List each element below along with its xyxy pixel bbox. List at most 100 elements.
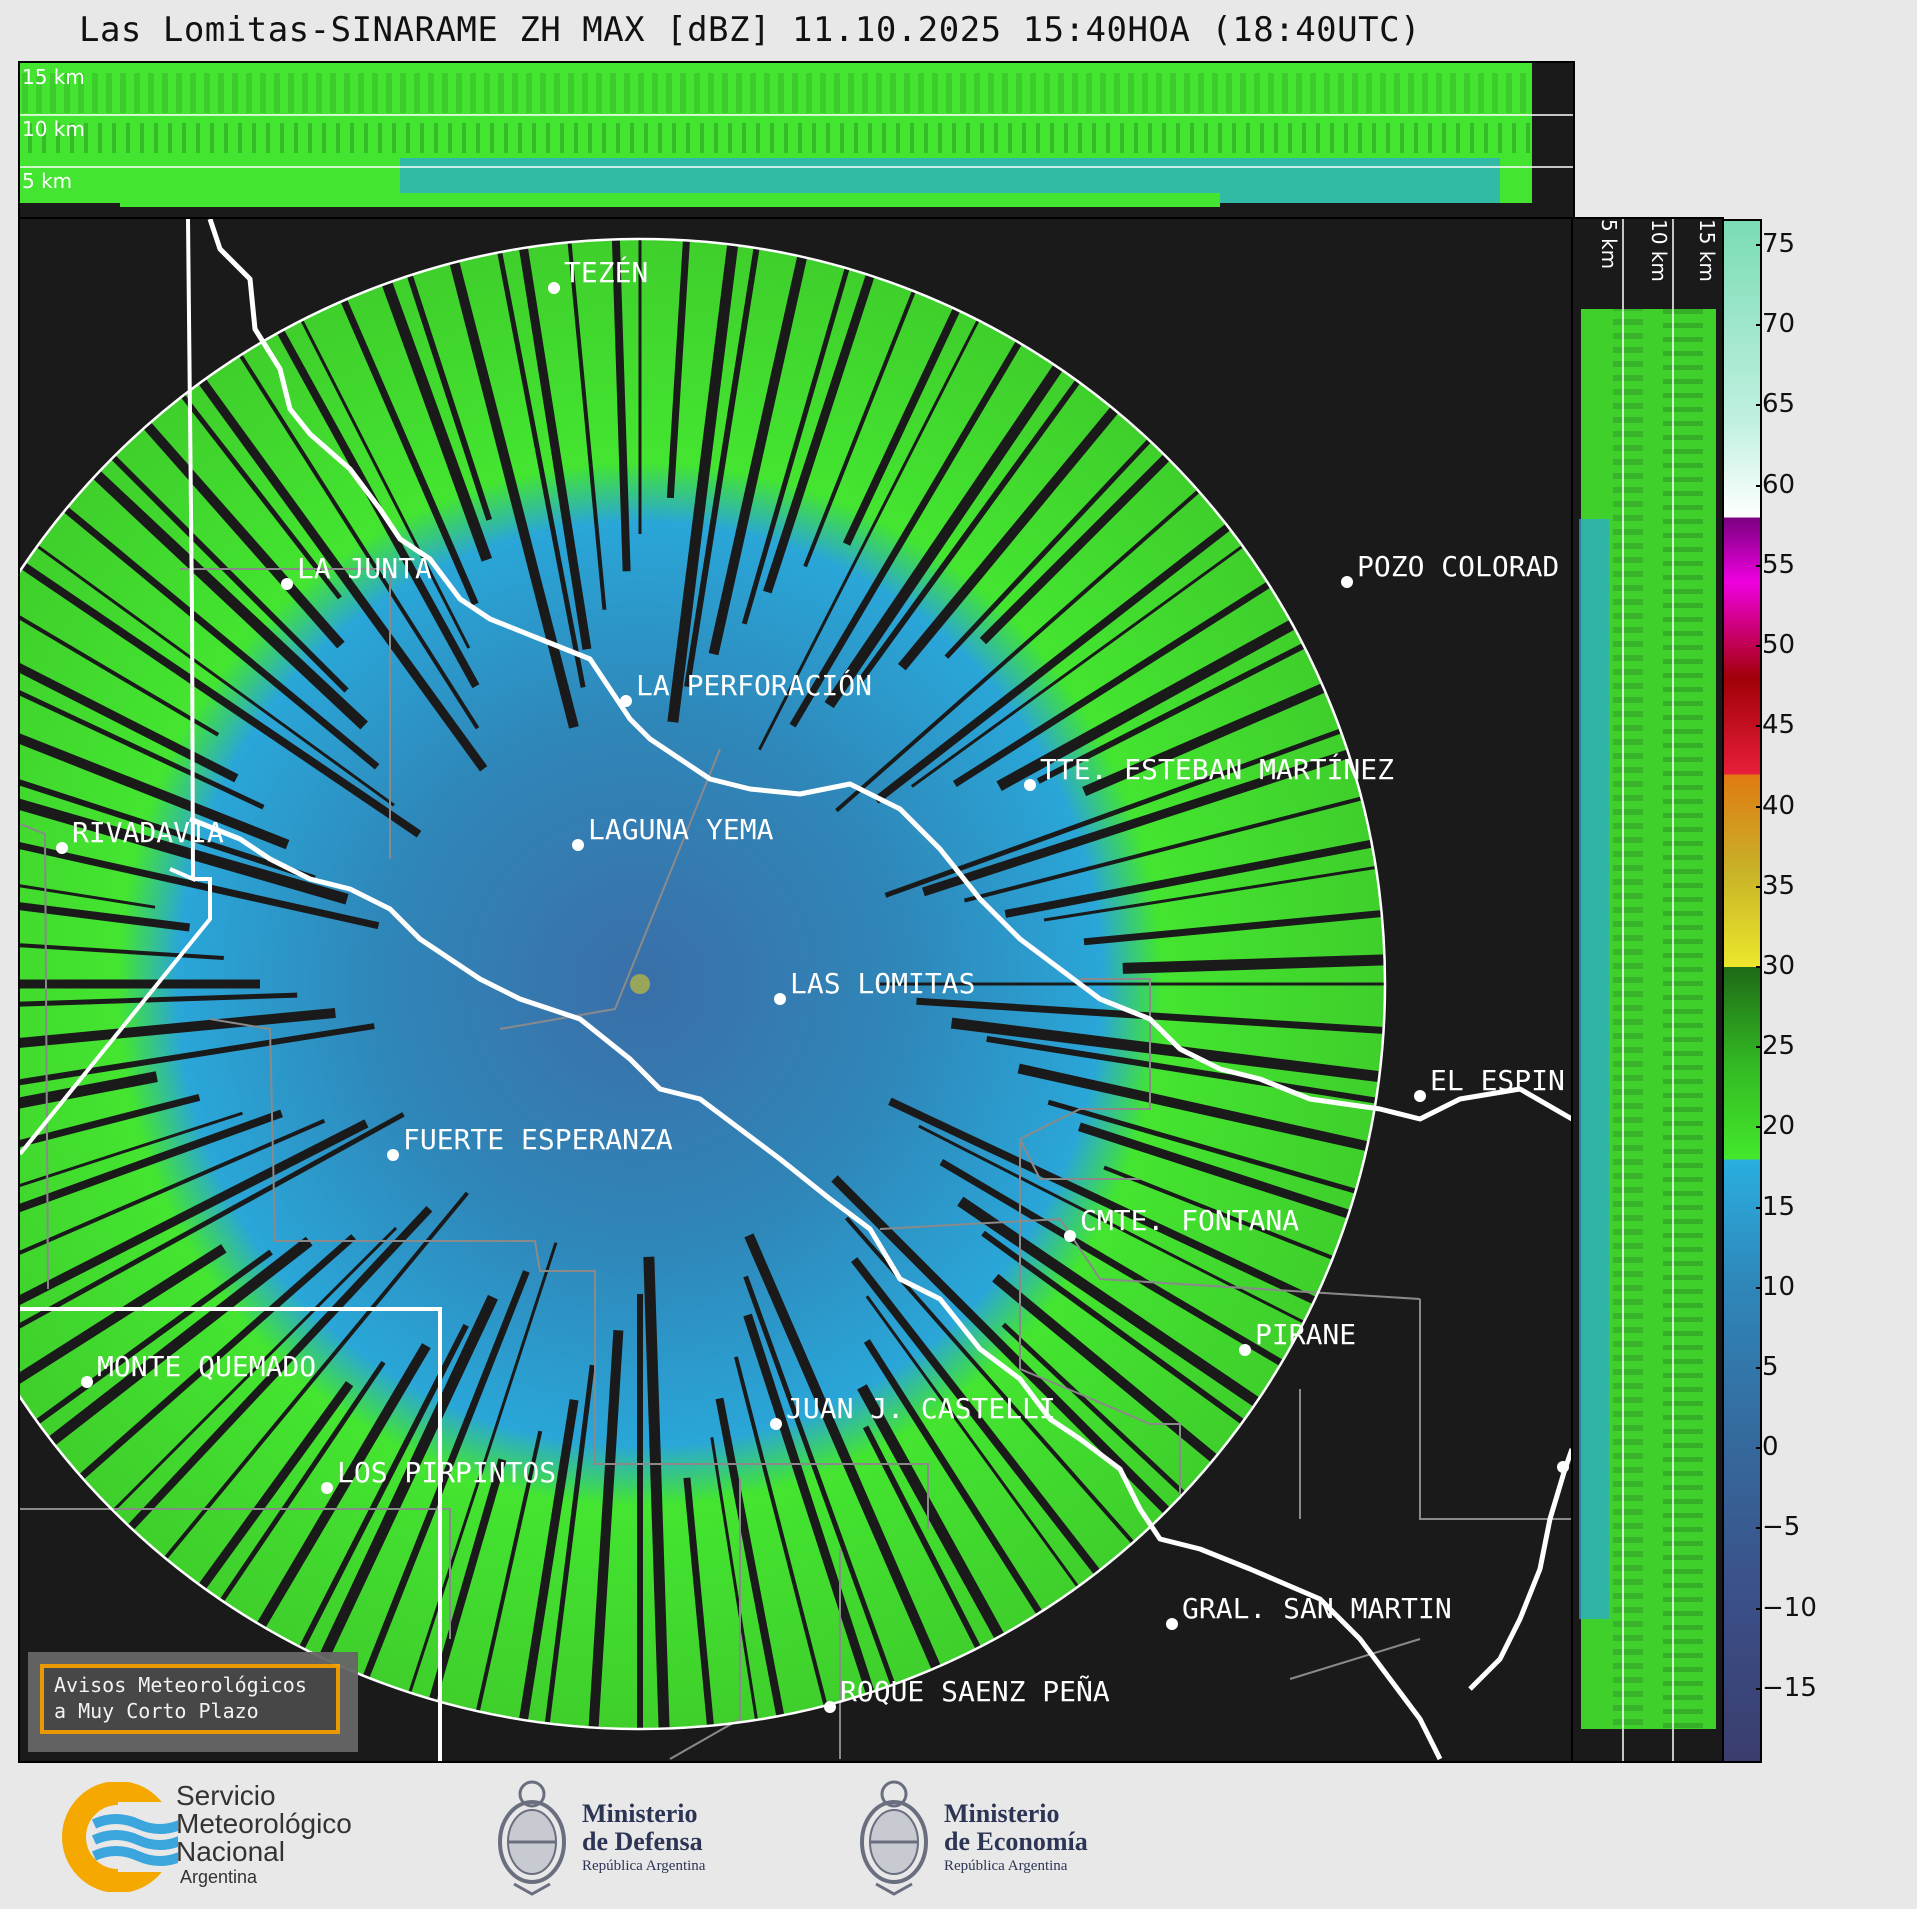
- echo-gap-ray: [20, 685, 290, 850]
- echo-gap-ray: [20, 857, 156, 909]
- echo-gap-ray: [20, 1109, 284, 1260]
- echo-gap-ray: [21, 471, 380, 770]
- echo-gap-ray: [667, 239, 745, 723]
- echo-gap-ray: [683, 1477, 720, 1729]
- echo-gap-ray: [106, 380, 345, 649]
- echo-gap-ray: [37, 1234, 356, 1516]
- smn-line3: Nacional: [176, 1836, 285, 1867]
- place-label: ROQUE SAENZ PEÑA: [840, 1674, 1110, 1708]
- echo-gap-ray: [918, 1124, 1354, 1349]
- echo-gap-ray: [824, 318, 1094, 709]
- place-marker-dot: [321, 1482, 333, 1494]
- place-marker-dot: [281, 578, 293, 590]
- echo-gap-ray: [188, 1360, 386, 1648]
- echo-gap-ray: [20, 531, 422, 838]
- defensa-logo[interactable]: Ministerio de Defensa República Argentin…: [494, 1772, 754, 1900]
- echo-gap-ray: [944, 398, 1189, 659]
- echo-gap-ray: [939, 1159, 1331, 1394]
- place-las-lomitas: LAS LOMITAS: [774, 967, 975, 1005]
- colorbar-tick-label: 70: [1755, 309, 1796, 340]
- radar-map[interactable]: TEZÉN LA JUNTA POZO COLORAD LA PERFORACIÓN T…: [18, 217, 1575, 1763]
- echo-gap-ray: [743, 1275, 915, 1729]
- smn-logo[interactable]: Servicio Meteorológico Nacional Argentin…: [58, 1782, 388, 1892]
- side-cross-section: 5 km 10 km 15 km: [1571, 217, 1724, 1763]
- place-marker-dot: [1239, 1344, 1251, 1356]
- defensa-line2: de Defensa: [582, 1827, 703, 1856]
- echo-gap-ray: [166, 334, 488, 772]
- echo-gap-ray: [865, 1295, 1112, 1633]
- echo-gap-ray: [20, 1007, 336, 1065]
- echo-gap-ray: [743, 1313, 892, 1729]
- echo-gap-ray: [20, 880, 191, 932]
- place-roque-saenz-peña: ROQUE SAENZ PEÑA: [824, 1674, 1110, 1713]
- echo-gap-ray: [863, 1339, 1072, 1662]
- echo-gap-ray: [857, 335, 1113, 684]
- echo-gap-ray: [763, 239, 892, 594]
- radar-site-clutter: [630, 974, 650, 994]
- colorbar-tick-label: 5: [1756, 1351, 1779, 1382]
- echo-gap-ray: [20, 932, 224, 961]
- place-fo: FO: [1557, 1461, 1569, 1473]
- colorbar-tick-label: 15: [1755, 1191, 1796, 1222]
- echo-gap-ray: [391, 1242, 558, 1729]
- echo-gap-ray: [1077, 1122, 1385, 1236]
- place-fuerte-esperanza: FUERTE ESPERANZA: [387, 1123, 673, 1161]
- echo-gap-ray: [1043, 857, 1385, 922]
- echo-gap-ray: [275, 270, 471, 649]
- smn-line1: Servicio: [176, 1780, 276, 1811]
- echo-gap-ray: [20, 1119, 369, 1352]
- place-label: CMTE. FONTANA: [1080, 1204, 1299, 1237]
- echo-gap-ray: [20, 1244, 227, 1418]
- echo-gap-ray: [538, 1364, 595, 1729]
- provincial-borders: [20, 219, 442, 1761]
- avisos-link[interactable]: Avisos Meteorológicos a Muy Corto Plazo: [40, 1664, 340, 1734]
- echo-gap-ray: [835, 453, 1242, 813]
- echo-gap-ray: [744, 1233, 963, 1721]
- side-alt-label-15km: 15 km: [1695, 219, 1719, 282]
- colorbar-tick-label: −15: [1756, 1672, 1817, 1703]
- place-marker-dot: [81, 1376, 93, 1388]
- echo-gap-ray: [710, 1437, 767, 1729]
- economia-logo[interactable]: Ministerio de Economía República Argenti…: [856, 1772, 1136, 1900]
- avisos-line1: Avisos Meteorológicos: [54, 1673, 307, 1697]
- place-label: LAGUNA YEMA: [588, 813, 774, 846]
- place-el-espin: EL ESPIN: [1414, 1064, 1565, 1102]
- place-marker-dot: [56, 842, 68, 854]
- echo-gap-ray: [20, 641, 265, 810]
- echo-gap-ray: [209, 307, 480, 730]
- defensa-line3: República Argentina: [582, 1858, 706, 1874]
- department-boundaries: [20, 568, 1573, 1760]
- place-label: RIVADAVIA: [72, 816, 224, 849]
- colorbar-tick-label: 0: [1756, 1432, 1779, 1463]
- colorbar-tick-label: 50: [1755, 630, 1796, 661]
- echo-gap-ray: [851, 1257, 1135, 1619]
- echo-gap-ray: [789, 293, 1050, 728]
- place-marker-dot: [572, 839, 584, 851]
- echo-gap-ray: [888, 1097, 1366, 1328]
- echo-gap-ray: [363, 239, 493, 562]
- place-marker-dot: [774, 993, 786, 1005]
- echo-gap-ray: [610, 239, 631, 572]
- echo-gap-ray: [318, 248, 479, 606]
- echo-gap-ray: [274, 1323, 469, 1699]
- echo-gap-ray: [684, 239, 769, 688]
- side-alt-label-5km: 5 km: [1597, 219, 1621, 270]
- smn-line4: Argentina: [180, 1867, 258, 1887]
- echo-gap-ray: [963, 782, 1385, 903]
- echo-gap-ray: [20, 1023, 375, 1113]
- avisos-banner[interactable]: Avisos Meteorológicos a Muy Corto Plazo: [28, 1652, 358, 1752]
- side-cross-section-plot: [1579, 219, 1716, 1761]
- place-monte-quemado: MONTE QUEMADO: [81, 1350, 316, 1388]
- echo-gap-ray: [992, 1273, 1260, 1498]
- echo-gap-ray: [463, 1430, 543, 1729]
- place-marker-dot: [1341, 576, 1353, 588]
- avisos-line2: a Muy Corto Plazo: [54, 1699, 259, 1723]
- echo-gap-ray: [857, 1384, 1031, 1688]
- echo-gap-ray: [73, 1226, 398, 1551]
- economia-seal-icon: [860, 1780, 928, 1896]
- place-tezén: TEZÉN: [548, 255, 648, 294]
- echo-gap-ray: [342, 1270, 530, 1729]
- economia-line3: República Argentina: [944, 1858, 1068, 1874]
- echo-gap-ray: [916, 997, 1385, 1038]
- place-pozo-colorad: POZO COLORAD: [1341, 550, 1559, 588]
